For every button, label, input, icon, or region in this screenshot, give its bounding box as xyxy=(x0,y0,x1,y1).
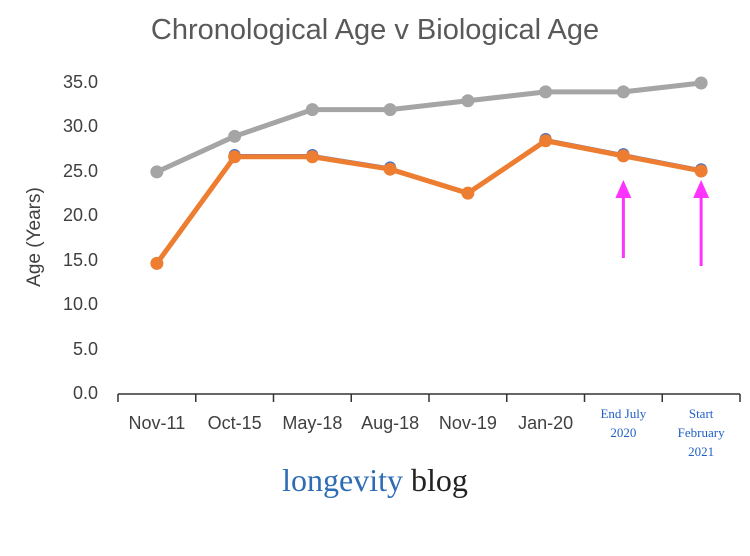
y-tick-label: 0.0 xyxy=(72,383,98,403)
y-tick-label: 20.0 xyxy=(62,205,98,226)
y-tick-label: 35.0 xyxy=(62,72,98,92)
x-tick-label: Aug-18 xyxy=(361,413,420,433)
point xyxy=(383,103,397,117)
footer: longevity blog xyxy=(0,462,750,499)
chart-title: Chronological Age v Biological Age xyxy=(150,14,600,46)
point xyxy=(305,103,319,117)
point xyxy=(539,85,553,99)
y-axis-label: Age (Years) xyxy=(24,187,45,287)
footer-suffix: blog xyxy=(410,462,468,498)
y-tick-label: 10.0 xyxy=(62,294,98,315)
x-tick-label: Oct-15 xyxy=(207,413,262,433)
point xyxy=(228,129,242,143)
point xyxy=(539,134,553,148)
x-tick-label: Nov-19 xyxy=(438,413,497,433)
point xyxy=(694,164,708,178)
y-tick-label: 5.0 xyxy=(72,338,98,359)
x-tick-label: Jan-20 xyxy=(518,413,574,433)
point xyxy=(150,165,164,179)
point xyxy=(228,150,242,164)
point xyxy=(150,256,164,270)
footer-brand: longevity xyxy=(282,462,403,498)
series-line xyxy=(155,80,702,175)
x-tick-label: Start February 2021 xyxy=(677,406,725,459)
x-tick-label: End July 2020 xyxy=(600,406,647,440)
point xyxy=(305,150,319,164)
y-tick-label: 15.0 xyxy=(62,249,98,270)
arrow-head xyxy=(615,180,632,198)
point xyxy=(383,162,397,176)
point xyxy=(694,76,708,90)
x-tick-label: May-18 xyxy=(282,413,343,433)
point xyxy=(616,149,630,163)
y-tick-label: 25.0 xyxy=(62,160,98,181)
point xyxy=(461,186,475,200)
point xyxy=(461,94,475,108)
arrow-head xyxy=(693,180,710,198)
x-tick-label: Nov-11 xyxy=(128,413,186,433)
point xyxy=(616,85,630,99)
y-tick-label: 30.0 xyxy=(62,116,98,137)
series-line xyxy=(154,138,702,265)
